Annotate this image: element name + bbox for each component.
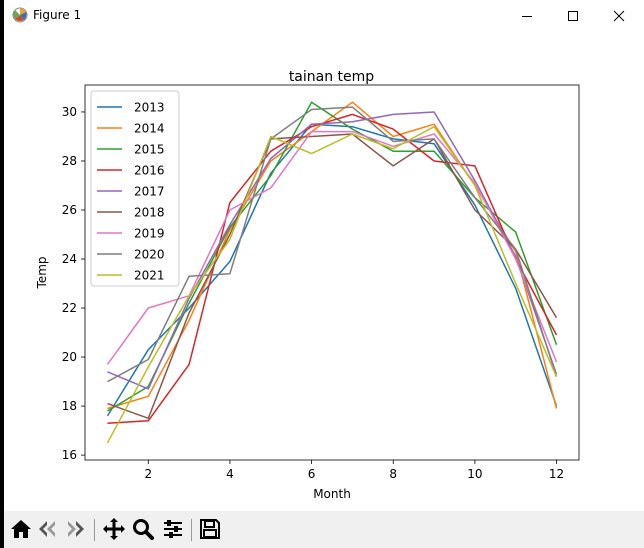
legend: 2013 2014 2015 2016 2017 2018 2019 2020 2021 (90, 90, 180, 287)
x-tick-label: 2 (144, 467, 152, 481)
series-line-2017 (107, 111, 558, 390)
save-icon (200, 519, 220, 539)
title-bar[interactable]: Figure 1 (4, 0, 644, 32)
close-icon (613, 10, 625, 22)
configure-subplots-icon (164, 520, 182, 538)
y-tick-label: 18 (62, 399, 77, 413)
y-axis: 16 18 20 22 24 26 28 30 (62, 105, 85, 462)
minimize-icon (522, 16, 532, 17)
window-title: Figure 1 (33, 8, 82, 22)
y-tick-label: 28 (62, 154, 77, 168)
series-line-2018 (107, 133, 558, 420)
legend-label-2018: 2018 (134, 206, 165, 220)
y-tick-label: 22 (62, 301, 77, 315)
pan-button[interactable] (102, 517, 126, 541)
legend-label-2021: 2021 (134, 269, 165, 283)
configure-subplots-button[interactable] (161, 517, 185, 541)
figure-window: Figure 1 tainan temp 2 4 6 8 10 12 16 18 20 22 24… (4, 0, 644, 548)
navigation-toolbar (4, 511, 644, 548)
series-lines (106, 101, 558, 444)
chart-title: tainan temp (289, 69, 374, 85)
zoom-icon (133, 519, 154, 540)
legend-label-2020: 2020 (134, 248, 165, 262)
y-tick-label: 16 (62, 448, 77, 462)
y-tick-label: 26 (62, 203, 77, 217)
legend-label-2017: 2017 (134, 185, 165, 199)
minimize-button[interactable] (504, 0, 550, 32)
maximize-button[interactable] (550, 0, 596, 32)
x-tick-label: 10 (467, 467, 482, 481)
save-button[interactable] (198, 517, 222, 541)
back-icon (39, 521, 55, 537)
legend-label-2014: 2014 (134, 122, 165, 136)
zoom-button[interactable] (131, 517, 155, 541)
x-tick-label: 12 (549, 467, 564, 481)
home-button[interactable] (9, 517, 33, 541)
pan-icon (103, 518, 125, 540)
x-axis: 2 4 6 8 10 12 (144, 460, 564, 481)
matplotlib-icon (12, 7, 28, 23)
legend-label-2019: 2019 (134, 227, 165, 241)
x-axis-label: Month (313, 487, 351, 501)
series-line-2019 (106, 130, 558, 365)
x-tick-label: 8 (389, 467, 397, 481)
toolbar-separator (94, 519, 95, 541)
forward-icon (68, 521, 84, 537)
y-axis-label: Temp (35, 257, 49, 290)
legend-label-2015: 2015 (134, 143, 165, 157)
back-button[interactable] (36, 517, 60, 541)
toolbar-separator (191, 519, 192, 541)
y-tick-label: 30 (62, 105, 77, 119)
series-line-2021 (106, 125, 558, 444)
figure-canvas[interactable]: tainan temp 2 4 6 8 10 12 16 18 20 22 24 26 28 30 Mo… (4, 32, 644, 511)
series-line-2020 (107, 106, 558, 383)
legend-frame (90, 90, 180, 287)
maximize-icon (568, 11, 578, 21)
y-tick-label: 24 (62, 252, 77, 266)
x-tick-label: 6 (308, 467, 316, 481)
series-line-2016 (107, 113, 558, 424)
y-tick-label: 20 (62, 350, 77, 364)
home-icon (11, 520, 31, 538)
x-tick-label: 4 (226, 467, 234, 481)
legend-label-2013: 2013 (134, 101, 165, 115)
forward-button[interactable] (63, 517, 87, 541)
legend-label-2016: 2016 (134, 164, 165, 178)
close-button[interactable] (596, 0, 642, 32)
